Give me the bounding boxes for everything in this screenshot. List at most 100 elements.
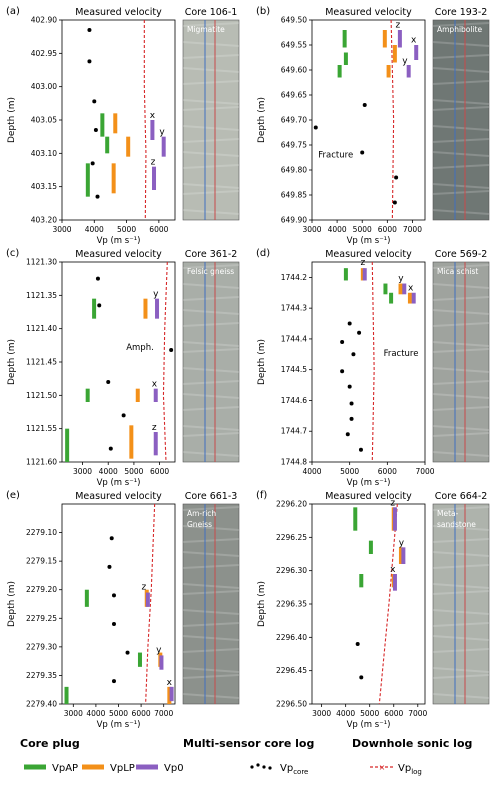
x-axis-label: Vp (m s⁻¹) bbox=[347, 236, 391, 246]
annotation: y bbox=[153, 290, 159, 300]
y-tick-label: 1121.50 bbox=[26, 391, 57, 400]
vp-core-point bbox=[92, 99, 97, 104]
core-plug-bar-vpap bbox=[65, 428, 70, 462]
core-texture-band bbox=[182, 393, 240, 399]
core-texture-band bbox=[432, 164, 490, 169]
core-texture-band bbox=[182, 667, 240, 673]
core-texture-band bbox=[182, 406, 240, 411]
y-tick-label: 1744.3 bbox=[281, 304, 307, 313]
vp-core-point bbox=[107, 564, 112, 569]
core-plug-bar-vpap bbox=[92, 298, 97, 319]
core-image bbox=[182, 19, 240, 221]
vp-core-point bbox=[111, 622, 116, 626]
x-tick-label: 5000 bbox=[124, 467, 143, 476]
panel-label: (e) bbox=[6, 490, 20, 501]
core-texture-band bbox=[432, 341, 490, 347]
core-texture-band bbox=[182, 67, 240, 73]
core-texture-band bbox=[432, 693, 490, 699]
vp-core-point bbox=[357, 330, 362, 335]
core-title: Core 661-3 bbox=[185, 491, 238, 502]
y-tick-label: 403.10 bbox=[31, 149, 57, 158]
chart-title: Measured velocity bbox=[75, 249, 162, 260]
y-tick-label: 1744.2 bbox=[281, 273, 307, 282]
core-title: Core 193-2 bbox=[435, 7, 488, 18]
x-axis-label: Vp (m s⁻¹) bbox=[97, 236, 141, 246]
core-texture-band bbox=[432, 190, 490, 195]
vp-core-point bbox=[90, 161, 95, 166]
core-plug-bar-vp0 bbox=[392, 574, 397, 591]
x-tick-label: 6000 bbox=[378, 225, 397, 234]
y-tick-label: 2279.25 bbox=[26, 614, 57, 623]
core-title: Core 569-2 bbox=[435, 249, 488, 260]
core-texture-band bbox=[182, 583, 240, 589]
core-texture-band bbox=[182, 367, 240, 373]
core-texture-band bbox=[182, 138, 240, 143]
core-plug-bar-vplp bbox=[382, 30, 387, 48]
core-texture-band bbox=[432, 380, 490, 385]
core-texture-band bbox=[432, 590, 490, 595]
core-texture-band bbox=[182, 283, 240, 289]
annotation: x bbox=[411, 36, 417, 46]
y-axis-label: Depth (m) bbox=[257, 339, 267, 385]
core-texture-band bbox=[182, 451, 240, 457]
y-tick-label: 402.90 bbox=[31, 16, 57, 25]
rock-label: Am-rich bbox=[187, 509, 216, 518]
vp-core-point bbox=[392, 200, 397, 205]
chart-title: Measured velocity bbox=[75, 491, 162, 502]
core-texture-band bbox=[182, 264, 240, 269]
panel: (b) Measured velocity Core 193-2 Depth (m) V… bbox=[256, 6, 490, 246]
y-axis-label: Depth (m) bbox=[7, 97, 17, 143]
annotation: Fracture bbox=[318, 151, 353, 161]
core-texture-band bbox=[182, 590, 240, 595]
vp-core-point bbox=[394, 175, 399, 180]
chart-title: Measured velocity bbox=[75, 7, 162, 18]
y-tick-label: 649.90 bbox=[281, 216, 307, 225]
chart-title: Measured velocity bbox=[325, 7, 412, 18]
vp-core-point bbox=[106, 380, 111, 384]
vp-core-point bbox=[125, 650, 130, 655]
y-tick-label: 649.55 bbox=[281, 41, 307, 50]
vp-core-point bbox=[360, 150, 365, 155]
y-tick-label: 649.85 bbox=[281, 191, 307, 200]
y-tick-label: 403.15 bbox=[31, 182, 57, 191]
core-texture-band bbox=[432, 125, 490, 131]
core-plug-bar-vp0 bbox=[150, 120, 155, 140]
core-plug-bar-vpap bbox=[84, 589, 89, 607]
x-tick-label: 4000 bbox=[99, 467, 118, 476]
core-texture-band bbox=[182, 622, 240, 627]
panel-label: (c) bbox=[6, 248, 19, 259]
core-plug-bar-vpap bbox=[368, 540, 373, 554]
core-texture-band bbox=[432, 538, 490, 543]
vp-core-point bbox=[359, 675, 364, 680]
panel-label: (a) bbox=[6, 6, 20, 17]
core-plug-bar-vpap bbox=[137, 652, 142, 667]
vp-core-point bbox=[340, 340, 345, 344]
rock-label: Amphibolite bbox=[437, 25, 482, 34]
core-plug-bar-vp0 bbox=[153, 388, 158, 402]
plot-frame bbox=[311, 19, 426, 221]
x-tick-label: 7000 bbox=[415, 467, 434, 476]
core-plug-bar-vplp bbox=[113, 113, 118, 134]
y-tick-label: 2279.20 bbox=[26, 585, 57, 594]
annotation: y bbox=[159, 128, 165, 138]
legend-label-vplp: VpLP bbox=[110, 763, 135, 774]
core-texture-band bbox=[432, 183, 490, 189]
y-tick-label: 2296.40 bbox=[276, 633, 307, 642]
vp-core-point bbox=[349, 401, 354, 406]
x-axis-label: Vp (m s⁻¹) bbox=[347, 478, 391, 488]
panel: (a) Measured velocity Core 106-1 Depth (m) V… bbox=[6, 6, 240, 246]
x-tick-label: 7000 bbox=[408, 709, 427, 718]
core-plug-bar-vplp bbox=[392, 45, 397, 63]
rock-label: Meta- bbox=[437, 509, 459, 518]
core-texture-band bbox=[182, 54, 240, 59]
core-plug-bar-vp0 bbox=[153, 432, 158, 456]
x-tick-label: 5000 bbox=[109, 709, 128, 718]
x-tick-label: 5000 bbox=[117, 225, 136, 234]
core-texture-band bbox=[182, 693, 240, 699]
y-tick-label: 649.50 bbox=[281, 16, 307, 25]
y-tick-label: 2296.20 bbox=[276, 500, 307, 509]
core-plug-bar-vp0 bbox=[411, 292, 416, 304]
core-plug-bar-vpap bbox=[353, 507, 358, 531]
core-texture-band bbox=[432, 106, 490, 111]
core-texture-band bbox=[182, 432, 240, 437]
